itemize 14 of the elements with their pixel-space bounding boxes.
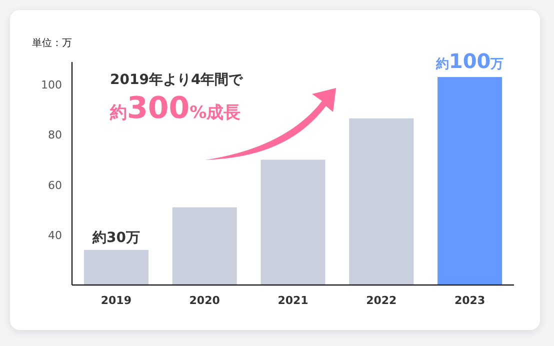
x-tick-label: 2021 [278,294,308,307]
data-label: 約30万 [91,230,140,246]
x-tick-label: 2020 [189,294,220,307]
y-tick-label: 100 [41,78,62,92]
x-tick-label: 2019 [100,294,132,307]
y-tick-label: 80 [48,128,62,142]
annotation: 約300%成長 [109,91,241,126]
y-axis-title: 単位：万 [32,37,72,49]
x-tick-label: 2022 [366,294,397,307]
x-tick-label: 2023 [454,294,486,307]
y-tick-label: 40 [48,228,62,242]
y-tick-label: 60 [48,178,62,192]
annotation: 2019年より4年間で [110,72,244,88]
data-label: 約100万 [434,49,504,74]
